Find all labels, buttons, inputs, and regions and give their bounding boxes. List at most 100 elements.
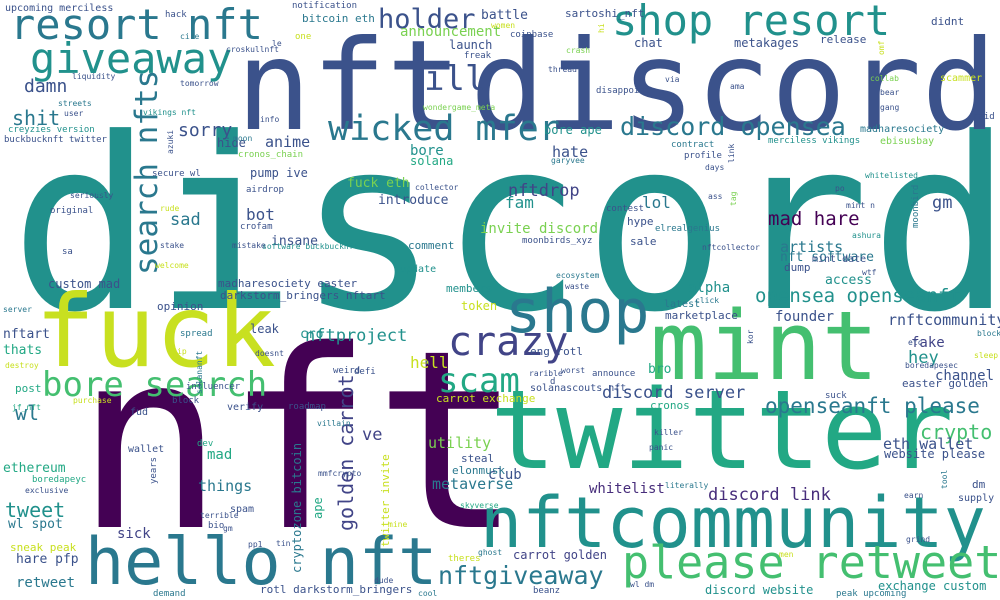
cloud-word: cro [300, 327, 324, 342]
cloud-word: fake [911, 335, 945, 351]
cloud-word: pump ive [250, 166, 308, 180]
cloud-word: earn [904, 491, 924, 500]
cloud-word: launch [449, 38, 493, 52]
cloud-word: software buckbucknft [262, 242, 359, 251]
cloud-word: wl dm [630, 580, 655, 589]
cloud-word: thats [3, 343, 43, 358]
cloud-word: ass [708, 192, 723, 201]
cloud-word: eng rotl [530, 345, 583, 358]
cloud-word: didnt [931, 15, 965, 28]
cloud-word: madharesociety [860, 124, 945, 135]
cloud-word: invite discord [480, 221, 599, 237]
cloud-word: things [198, 477, 253, 495]
cloud-word: ama [730, 82, 745, 91]
cloud-word: members [446, 282, 493, 295]
cloud-word: hello nft [85, 525, 438, 600]
cloud-word: blockchain [977, 329, 1000, 338]
cloud-word: cronos [650, 399, 690, 412]
cloud-word: update [400, 264, 437, 275]
cloud-word: dev [197, 439, 214, 449]
cloud-word: rotl darkstorm_bringers [260, 583, 413, 596]
cloud-word: bore [410, 143, 444, 159]
cloud-word: days [705, 163, 725, 172]
cloud-word: contest [606, 204, 644, 214]
cloud-word: ghost [478, 548, 503, 557]
cloud-word: introduce [378, 193, 449, 208]
cloud-word: waste [565, 282, 590, 291]
cloud-word: retweet [16, 575, 76, 591]
cloud-word: resort nft [10, 0, 263, 49]
cloud-word: nftart [3, 327, 50, 342]
cloud-word: creyzies version [8, 125, 95, 135]
cloud-word: mad [207, 447, 233, 463]
cloud-word: metakages [734, 36, 800, 50]
cloud-word: wicked mfer [328, 109, 560, 149]
cloud-word: via [665, 75, 680, 84]
cloud-word: whitelist [589, 481, 665, 497]
cloud-word: bot [246, 205, 275, 224]
cloud-word: ebisusbay [880, 136, 935, 147]
cloud-word: scammer [940, 73, 983, 84]
cloud-word: ethereum [3, 461, 66, 476]
cloud-word: killer [654, 428, 683, 437]
cloud-word: azuki [166, 129, 175, 154]
cloud-word: website please [884, 447, 986, 461]
cloud-word: tweet [5, 498, 66, 522]
cloud-word: discord opensea [620, 112, 846, 141]
cloud-word: mine [388, 520, 408, 529]
cloud-word: sick [117, 526, 151, 542]
cloud-word: verify [227, 402, 264, 413]
cloud-word: comment [408, 239, 455, 252]
cloud-word: upcoming merciless [5, 3, 114, 14]
cloud-word: battle [481, 8, 528, 23]
cloud-word: bro [648, 362, 672, 377]
cloud-word: latest [664, 299, 701, 310]
cloud-word: discord [10, 88, 1000, 365]
cloud-word: leak [250, 322, 279, 336]
cloud-word: croskullnft [226, 45, 279, 54]
cloud-word: nftcollector [702, 243, 760, 252]
cloud-word: hide [217, 136, 246, 150]
cloud-word: utility [428, 434, 492, 452]
cloud-word: moonbird [911, 184, 921, 228]
cloud-word: cool [418, 589, 438, 598]
cloud-word: years [149, 456, 159, 484]
cloud-word: tag [729, 191, 738, 206]
cloud-word: nftproject [305, 326, 408, 346]
cloud-word: hare pfp [16, 552, 79, 567]
cloud-word: kor [746, 329, 755, 344]
cloud-word: women [491, 21, 516, 30]
cloud-word: ashura [852, 231, 881, 240]
cloud-word: raid [973, 112, 995, 122]
cloud-word: elrealgenius [655, 224, 721, 234]
cloud-word: gang [880, 103, 900, 112]
cloud-word: fuck eth [347, 176, 410, 191]
cloud-word: rnftcommunity [888, 311, 1000, 329]
cloud-word: contract [671, 140, 715, 150]
cloud-word: garyvee [551, 156, 585, 165]
cloud-word: peak upcoming [836, 589, 907, 599]
cloud-word: worst [561, 366, 586, 375]
cloud-word: block [172, 396, 200, 406]
cloud-word: bear [880, 88, 900, 97]
cloud-word: chat [634, 36, 663, 50]
cloud-word: ecosystem [556, 271, 600, 280]
cloud-word: roadmap [288, 402, 326, 412]
cloud-word: thread [548, 65, 577, 74]
cloud-word: nft [75, 298, 523, 586]
cloud-word: hate [552, 143, 589, 161]
cloud-word: solana [410, 154, 454, 168]
cloud-word: nft software [780, 250, 874, 265]
cloud-word: carrot exchange [436, 392, 536, 405]
cloud-word: stake [160, 241, 185, 250]
cloud-word: channel [935, 368, 995, 384]
cloud-word: defi [354, 367, 376, 377]
cloud-word: carrot golden [513, 548, 607, 562]
cloud-word: mint n [846, 201, 875, 210]
cloud-word: men [779, 550, 794, 559]
cloud-word: sa [62, 247, 73, 257]
cloud-word: beanz [533, 586, 561, 596]
cloud-word: supply n [958, 493, 1000, 504]
cloud-word: solananft [195, 350, 204, 394]
cloud-word: so [95, 189, 105, 198]
